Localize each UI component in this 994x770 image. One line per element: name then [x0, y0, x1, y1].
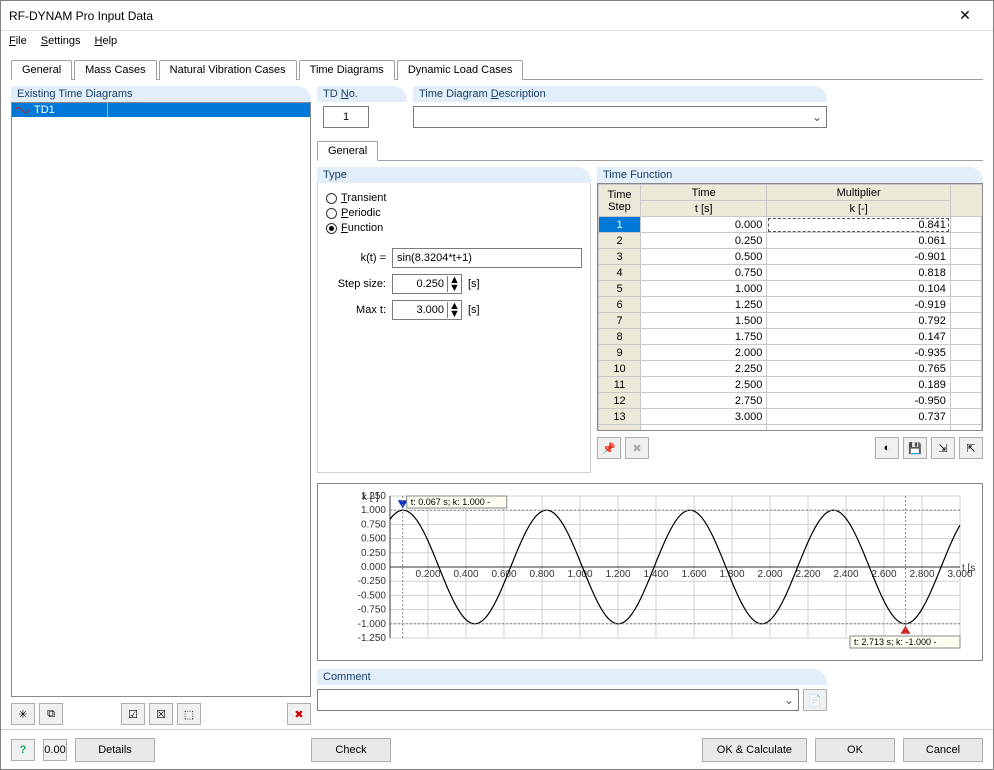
bottom-bar: ? 0.00 Details Check OK & Calculate OK C…: [1, 729, 993, 769]
pin-icon[interactable]: 📌: [597, 437, 621, 459]
svg-text:1.400: 1.400: [643, 569, 668, 580]
tab-dlc[interactable]: Dynamic Load Cases: [397, 60, 524, 80]
list-item-label: TD1: [32, 103, 108, 117]
svg-text:0.600: 0.600: [491, 569, 516, 580]
svg-text:-1.000: -1.000: [358, 619, 387, 630]
check-all-icon[interactable]: ☑: [121, 703, 145, 725]
desc-combo[interactable]: [413, 106, 827, 128]
preview-icon[interactable]: ◐: [875, 437, 899, 459]
tf-title: Time Function: [597, 167, 983, 183]
type-title: Type: [317, 167, 591, 183]
step-unit: [s]: [468, 278, 480, 290]
td-list[interactable]: TD1: [11, 102, 311, 697]
save-icon[interactable]: 💾: [903, 437, 927, 459]
step-label: Step size:: [326, 278, 386, 290]
step-input[interactable]: 0.250▲▼: [392, 274, 462, 294]
comment-edit-icon[interactable]: 📄: [803, 689, 827, 711]
svg-text:2.200: 2.200: [795, 569, 820, 580]
check-button[interactable]: Check: [311, 738, 391, 762]
svg-text:1.000: 1.000: [361, 505, 386, 516]
wave-icon: [15, 104, 29, 116]
ok-button[interactable]: OK: [815, 738, 895, 762]
svg-text:0.400: 0.400: [453, 569, 478, 580]
kt-label: k(t) =: [326, 252, 386, 264]
comment-title: Comment: [317, 669, 827, 685]
unpin-icon[interactable]: ✖: [625, 437, 649, 459]
uncheck-icon[interactable]: ☒: [149, 703, 173, 725]
delete-icon[interactable]: ✖: [287, 703, 311, 725]
svg-text:0.250: 0.250: [361, 548, 386, 559]
comment-combo[interactable]: [317, 689, 799, 711]
main-tabs: General Mass Cases Natural Vibration Cas…: [11, 59, 983, 80]
svg-text:1.600: 1.600: [681, 569, 706, 580]
radio-function[interactable]: Function: [326, 222, 582, 234]
svg-text:0.500: 0.500: [361, 534, 386, 545]
new-icon[interactable]: ✳: [11, 703, 35, 725]
menu-file[interactable]: File: [9, 35, 27, 47]
svg-text:0.800: 0.800: [529, 569, 554, 580]
units-icon[interactable]: 0.00: [43, 739, 67, 761]
svg-text:2.600: 2.600: [871, 569, 896, 580]
close-icon[interactable]: ✕: [945, 7, 985, 24]
kt-input[interactable]: sin(8.3204*t+1): [392, 248, 582, 268]
svg-text:1.800: 1.800: [719, 569, 744, 580]
svg-text:0.750: 0.750: [361, 519, 386, 530]
svg-text:0.000: 0.000: [361, 562, 386, 573]
window-title: RF-DYNAM Pro Input Data: [9, 9, 945, 23]
radio-transient[interactable]: Transient: [326, 192, 582, 204]
export-icon[interactable]: ⇲: [931, 437, 955, 459]
tab-mass-cases[interactable]: Mass Cases: [74, 60, 157, 80]
details-button[interactable]: Details: [75, 738, 155, 762]
cancel-button[interactable]: Cancel: [903, 738, 983, 762]
menubar: File Settings Help: [1, 31, 993, 51]
copy-icon[interactable]: ⧉: [39, 703, 63, 725]
subtab-general[interactable]: General: [317, 141, 378, 161]
menu-help[interactable]: Help: [95, 35, 118, 47]
list-item[interactable]: TD1: [12, 103, 310, 117]
svg-text:0.200: 0.200: [415, 569, 440, 580]
tab-time-diagrams[interactable]: Time Diagrams: [299, 60, 395, 80]
titlebar: RF-DYNAM Pro Input Data ✕: [1, 1, 993, 31]
tdno-input[interactable]: 1: [323, 106, 369, 128]
existing-td-title: Existing Time Diagrams: [11, 86, 311, 102]
maxt-label: Max t:: [326, 304, 386, 316]
tf-table[interactable]: TimeStep Time Multiplier t [s] k [-] 10.…: [597, 183, 983, 431]
svg-text:k [-]: k [-]: [362, 492, 379, 503]
svg-text:t [s]: t [s]: [962, 563, 976, 574]
tab-general[interactable]: General: [11, 60, 72, 80]
svg-text:-0.500: -0.500: [358, 590, 387, 601]
ok-calculate-button[interactable]: OK & Calculate: [702, 738, 807, 762]
svg-text:2.000: 2.000: [757, 569, 782, 580]
tdno-title: TD No.: [317, 86, 407, 102]
svg-text:2.400: 2.400: [833, 569, 858, 580]
maxt-unit: [s]: [468, 304, 480, 316]
menu-settings[interactable]: Settings: [41, 35, 81, 47]
chart: 1.2501.0000.7500.5000.2500.000-0.250-0.5…: [317, 483, 983, 661]
svg-text:1.200: 1.200: [605, 569, 630, 580]
import-icon[interactable]: ⇱: [959, 437, 983, 459]
svg-text:1.000: 1.000: [567, 569, 592, 580]
svg-text:-1.250: -1.250: [358, 633, 387, 644]
renumber-icon[interactable]: ⬚: [177, 703, 201, 725]
svg-text:2.800: 2.800: [909, 569, 934, 580]
help-icon[interactable]: ?: [11, 739, 35, 761]
svg-text:t: 0.067 s; k: 1.000 -: t: 0.067 s; k: 1.000 -: [411, 497, 491, 507]
svg-text:-0.750: -0.750: [358, 605, 387, 616]
svg-text:t: 2.713 s; k: -1.000 -: t: 2.713 s; k: -1.000 -: [854, 637, 937, 647]
maxt-input[interactable]: 3.000▲▼: [392, 300, 462, 320]
desc-title: Time Diagram Description: [413, 86, 827, 102]
svg-text:-0.250: -0.250: [358, 576, 387, 587]
radio-periodic[interactable]: Periodic: [326, 207, 582, 219]
tab-nvc[interactable]: Natural Vibration Cases: [159, 60, 297, 80]
